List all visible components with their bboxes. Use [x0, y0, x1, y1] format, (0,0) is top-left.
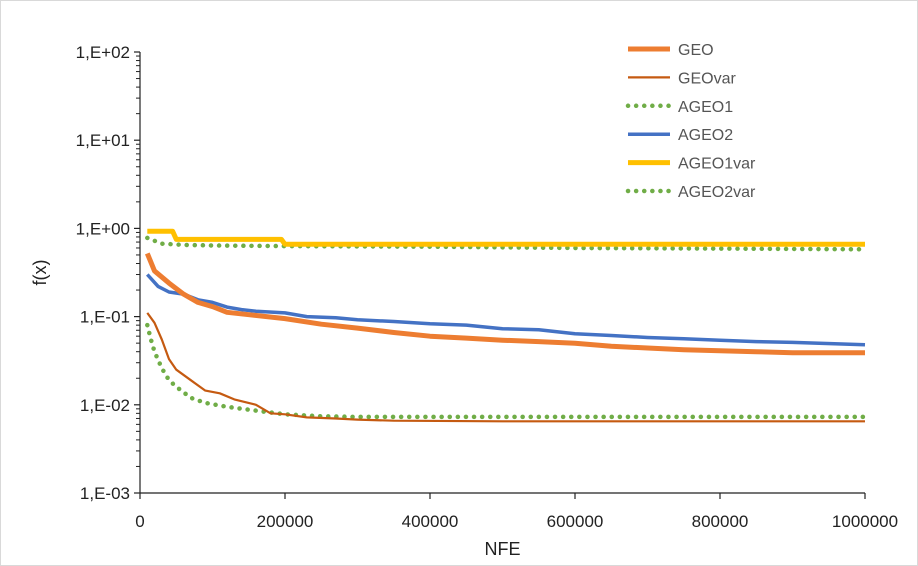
axes-layer	[139, 52, 865, 494]
legend-item-ageo1: AGEO1	[625, 99, 733, 116]
legend: GEO GEOvar AGEO1 AGEO2 AGEO1var AGEO2var	[625, 42, 756, 201]
y-tick-label: 1,E-02	[80, 396, 130, 415]
x-tick-label: 200000	[257, 512, 314, 531]
x-axis-title: NFE	[485, 539, 521, 559]
y-tick-label: 1,E-01	[80, 308, 130, 327]
series-line-ageo1	[145, 322, 868, 420]
legend-item-ageo2var: AGEO2var	[625, 184, 756, 201]
series-layer	[144, 228, 868, 423]
x-tick-label: 400000	[402, 512, 459, 531]
x-axis-ticks: 0 200000 400000 600000 800000 1000000	[135, 493, 898, 531]
legend-item-geo: GEO	[628, 42, 714, 59]
x-tick-label: 1000000	[832, 512, 898, 531]
y-tick-label: 1,E+02	[76, 43, 130, 62]
legend-item-geovar: GEOvar	[628, 70, 736, 87]
x-tick-label: 0	[135, 512, 144, 531]
x-tick-label: 600000	[547, 512, 604, 531]
series-line-geo	[144, 252, 865, 356]
y-tick-label: 1,E+00	[76, 219, 130, 238]
legend-label: AGEO1var	[678, 156, 756, 173]
legend-item-ageo1var: AGEO1var	[628, 156, 756, 173]
legend-label: AGEO2var	[678, 184, 756, 201]
legend-label: GEO	[678, 42, 714, 59]
legend-item-ageo2: AGEO2	[628, 127, 733, 144]
y-axis-title: f(x)	[30, 260, 50, 286]
legend-label: AGEO1	[678, 99, 733, 116]
plot-area: 0 200000 400000 600000 800000 1000000 1,E+021…	[76, 43, 898, 531]
series-line-ageo1var	[147, 228, 865, 247]
y-tick-label: 1,E+01	[76, 131, 130, 150]
x-tick-label: 800000	[692, 512, 749, 531]
y-axis-ticks: 1,E+02 1,E+01 1,E+00 1,E-01 1,E-02 1,E-03	[76, 43, 140, 503]
legend-label: AGEO2	[678, 127, 733, 144]
y-tick-label: 1,E-03	[80, 484, 130, 503]
series-line-ageo2	[146, 273, 866, 347]
legend-label: GEOvar	[678, 70, 736, 87]
series-line-geovar	[146, 312, 865, 423]
